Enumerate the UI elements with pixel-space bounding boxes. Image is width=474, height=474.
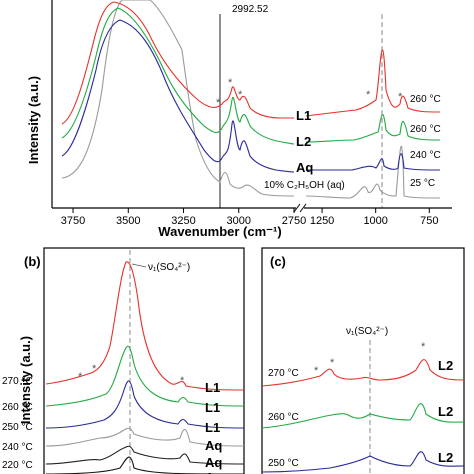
curve-b-l1-270c bbox=[45, 261, 244, 391]
x-tick-label: 3750 bbox=[61, 215, 85, 227]
x-tick-label: 1000 bbox=[363, 215, 387, 227]
series-label-b-aq: Aq bbox=[205, 470, 222, 474]
panel-a-curves bbox=[61, 0, 441, 208]
star-marker: * bbox=[398, 91, 403, 103]
star-marker: * bbox=[421, 341, 426, 353]
star-marker: * bbox=[314, 365, 319, 377]
panel-b-frame bbox=[43, 247, 245, 474]
series-label-b-aq: Aq bbox=[205, 438, 222, 453]
temp-label-25c: 25 °C bbox=[410, 178, 435, 189]
temp-label-aq: 240 °C bbox=[410, 150, 441, 161]
panel-label-b: (b) bbox=[24, 254, 41, 269]
curve-c-l2-260c bbox=[262, 403, 464, 429]
series-label-c-l2: L2 bbox=[438, 358, 453, 373]
panel-c-peak-label: ν₁(SO₄²⁻) bbox=[346, 326, 388, 337]
temp-label-l2: 260 °C bbox=[410, 124, 441, 135]
x-tick-label: 750 bbox=[420, 215, 438, 227]
series-label-b-l1: L1 bbox=[205, 420, 220, 435]
temp-label-c-260: 260 °C bbox=[268, 412, 299, 423]
curve-b-aq-220c bbox=[45, 445, 244, 465]
temp-label-c-270: 270 °C bbox=[268, 368, 299, 379]
star-marker: * bbox=[366, 89, 371, 101]
panel-label-c: (c) bbox=[270, 254, 286, 269]
x-tick-label: 3500 bbox=[116, 215, 140, 227]
x-tick-label: 3250 bbox=[171, 215, 195, 227]
curve-b-l1-260c bbox=[45, 345, 244, 407]
x-tick-label: 1250 bbox=[310, 215, 334, 227]
panel-a-y-axis-label: Intensity (a.u.) bbox=[26, 76, 41, 164]
curve-c-l2-250c bbox=[262, 451, 464, 473]
series-label-l2: L2 bbox=[296, 134, 311, 149]
star-marker: * bbox=[78, 371, 83, 383]
temp-label-l1: 260 °C bbox=[410, 94, 441, 105]
temp-label-b-270: 270 °C bbox=[2, 376, 33, 387]
star-marker: * bbox=[180, 375, 185, 387]
ethanol-label: 10% C₂H₅OH (aq) bbox=[264, 180, 345, 191]
star-marker: * bbox=[228, 77, 233, 89]
series-label-b-l1: L1 bbox=[205, 400, 220, 415]
star-marker: * bbox=[216, 97, 221, 109]
x-tick-label: 2750 bbox=[282, 215, 306, 227]
temp-label-b-240: 240 °C bbox=[2, 442, 33, 453]
curve-aq-240c bbox=[61, 19, 441, 173]
curve-ethanol-25c bbox=[61, 0, 441, 199]
series-label-aq: Aq bbox=[296, 160, 313, 175]
curve-b-aq-240c bbox=[45, 427, 244, 447]
curve-l2-260c bbox=[61, 7, 441, 145]
temp-label-b-220: 220 °C bbox=[2, 460, 33, 471]
temp-label-b-250: 250 °C bbox=[2, 422, 33, 433]
axis-break bbox=[293, 203, 307, 213]
panel-c: (c) ν₁(SO₄²⁻) * * * 270 °C 260 °C 250 °C… bbox=[261, 247, 465, 474]
panel-a-x-ticks: 3750 3500 3250 3000 2750 1250 1000 750 bbox=[61, 208, 438, 227]
series-label-c-l2: L2 bbox=[438, 404, 453, 419]
x-tick-label: 3000 bbox=[227, 215, 251, 227]
star-marker: * bbox=[92, 363, 97, 375]
panel-a-x-axis-label: Wavenumber (cm⁻¹) bbox=[158, 224, 281, 239]
series-label-b-l1: L1 bbox=[205, 380, 220, 395]
series-label-l1: L1 bbox=[296, 108, 311, 123]
temp-label-c-250: 250 °C bbox=[268, 458, 299, 469]
panel-b-y-axis-label: Intensity (a.u.) bbox=[18, 336, 33, 424]
series-label-c-l2: L2 bbox=[438, 450, 453, 465]
panel-b-peak-label: ν₁(SO₄²⁻) bbox=[148, 262, 190, 273]
panel-b: (b) Intensity (a.u.) ν₁(SO₄²⁻) * * * 270… bbox=[2, 247, 245, 474]
star-marker: * bbox=[238, 89, 243, 101]
series-label-b-aq: Aq bbox=[205, 455, 222, 470]
panel-c-frame bbox=[261, 247, 465, 474]
peak-annotation-2992: 2992.52 bbox=[232, 4, 269, 15]
curve-c-l2-270c bbox=[262, 359, 464, 387]
star-marker: * bbox=[330, 357, 335, 369]
panel-a: 3750 3500 3250 3000 2750 1250 1000 750 Wavenumb… bbox=[26, 0, 452, 239]
curve-b-l1-250c bbox=[45, 380, 244, 429]
panel-b-peak-pointer bbox=[131, 263, 147, 268]
curve-l1-260c bbox=[61, 1, 441, 125]
temp-label-b-260: 260 °C bbox=[2, 402, 33, 413]
